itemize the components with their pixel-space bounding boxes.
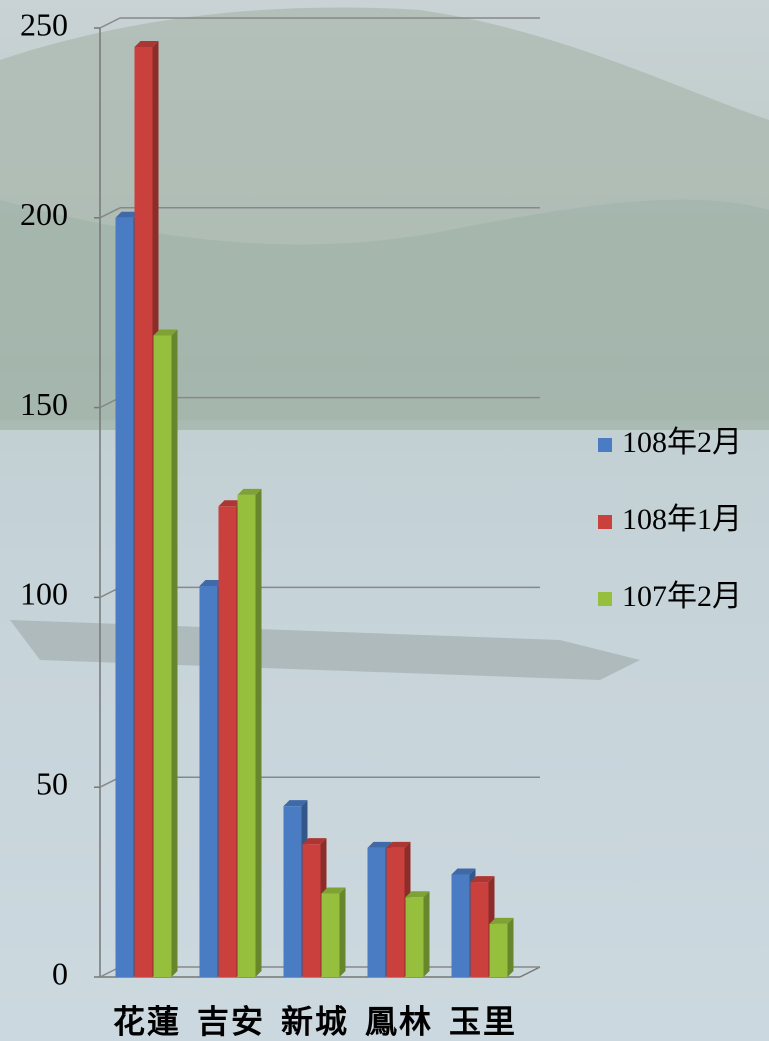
bar-side [507,917,514,977]
bar-front [302,844,321,977]
bar-side [339,887,346,977]
x-tick-label: 鳳林 [365,1003,433,1039]
bar-side [255,488,262,977]
x-tick-label: 吉安 [197,1003,265,1039]
bar-front [237,494,256,977]
bar-top [367,841,392,848]
bar [489,917,514,977]
y-tick-label: 150 [20,386,68,422]
legend-label: 108年1月 [622,503,742,536]
grid-line [99,17,121,29]
legend-swatch [598,592,612,606]
y-tick-label: 250 [20,6,68,42]
bar-top [405,891,430,898]
bar [237,488,262,977]
bar-front [218,506,237,977]
bar-top [302,838,327,845]
y-tick-label: 200 [20,196,68,232]
y-tick-label: 50 [36,766,68,802]
bar-top [134,40,159,47]
bar-front [153,335,172,977]
y-tick-label: 100 [20,576,68,612]
legend-swatch [598,438,612,452]
bar-top [283,800,308,807]
x-tick-label: 玉里 [449,1003,517,1039]
y-tick-label: 0 [52,955,68,991]
x-tick-label: 花蓮 [113,1003,181,1039]
bar-top [451,868,476,875]
bar-top [153,329,178,336]
bar-front [134,46,153,978]
bar-front [199,586,218,977]
bar [405,891,430,977]
bar-top [386,841,411,848]
legend-label: 107年2月 [622,580,742,613]
bar-top [115,211,140,218]
bar-top [470,876,495,883]
bar-side [423,891,430,977]
bar-front [283,806,302,977]
bar-front [386,847,405,977]
x-tick-label: 新城 [281,1003,349,1039]
floor-edge [519,966,541,978]
bar-top [218,500,243,507]
plot: 0 50 100 150 200 250 花蓮 吉安 新城 鳳林 玉里 108年2月 108年1月 107… [20,6,742,1039]
bar-top [237,488,262,495]
grid-line [99,207,121,219]
bar [321,887,346,977]
bar-front [470,882,489,977]
mountain [0,199,769,430]
bar-top [489,917,514,924]
bar-front [321,893,340,977]
bar [153,329,178,977]
bar-top [321,887,346,894]
bar-front [489,923,508,977]
bar-front [405,897,424,977]
bar-front [367,847,386,977]
bar-front [115,217,134,978]
legend-swatch [598,515,612,529]
bar-side [171,329,178,977]
bar-front [451,874,470,977]
legend-label: 108年2月 [622,426,742,459]
bar-top [199,580,224,587]
